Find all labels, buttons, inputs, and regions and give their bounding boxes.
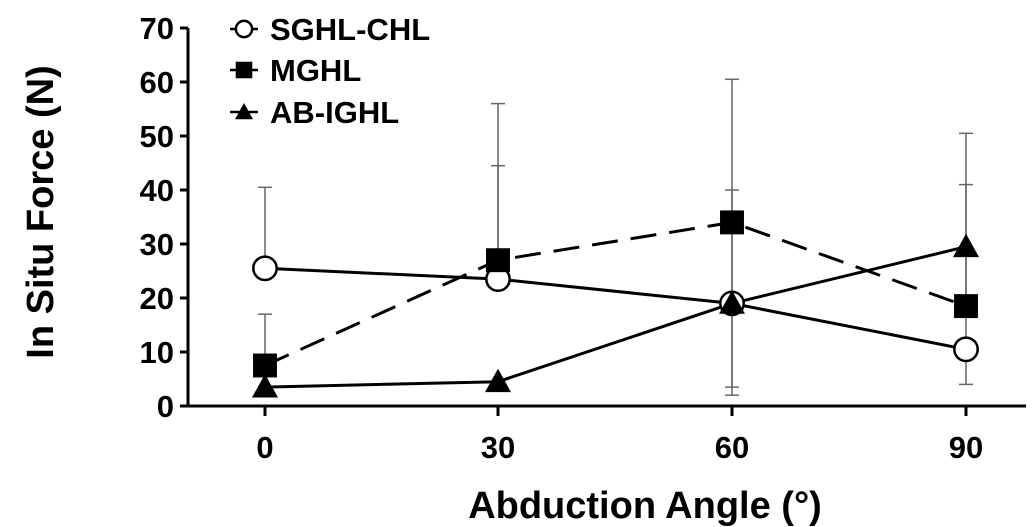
legend: SGHL-CHL MGHL AB-IGHL xyxy=(230,12,430,130)
x-tick-label: 60 xyxy=(715,430,749,465)
x-tick-label: 90 xyxy=(949,430,983,465)
legend-label-mghl: MGHL xyxy=(270,53,361,88)
marker-mghl xyxy=(486,248,510,272)
marker-ab-ighl xyxy=(485,369,511,392)
y-tick-label: 60 xyxy=(140,65,174,100)
legend-marker-mghl xyxy=(236,62,253,79)
y-tick-label: 30 xyxy=(140,227,174,262)
legend-entry-ab-ighl: AB-IGHL xyxy=(230,95,399,130)
y-tick-label: 10 xyxy=(140,335,174,370)
marker-mghl xyxy=(720,210,744,234)
legend-label-sghl-chl: SGHL-CHL xyxy=(270,12,430,47)
y-tick-label: 20 xyxy=(140,281,174,316)
x-tick-label: 0 xyxy=(256,430,273,465)
series-lines xyxy=(265,222,966,387)
y-tick-label: 40 xyxy=(140,173,174,208)
series-line-sghl-chl xyxy=(265,268,966,349)
marker-ab-ighl xyxy=(953,234,979,257)
marker-mghl xyxy=(253,354,277,378)
x-ticks: 0 30 60 90 xyxy=(256,406,983,465)
legend-entry-mghl: MGHL xyxy=(230,53,361,88)
legend-label-ab-ighl: AB-IGHL xyxy=(270,95,399,130)
series-line-mghl xyxy=(265,222,966,365)
y-tick-label: 70 xyxy=(140,11,174,46)
x-tick-label: 30 xyxy=(481,430,515,465)
legend-marker-sghl-chl xyxy=(236,21,252,37)
marker-sghl-chl xyxy=(954,338,977,361)
y-axis-title: In Situ Force (N) xyxy=(20,65,62,358)
y-ticks: 0 10 20 30 40 50 60 70 xyxy=(140,11,188,424)
series-markers xyxy=(252,210,979,397)
x-axis-title: Abduction Angle (°) xyxy=(468,485,822,527)
y-tick-label: 0 xyxy=(157,389,174,424)
marker-mghl xyxy=(954,294,978,318)
marker-sghl-chl xyxy=(253,257,276,280)
legend-entry-sghl-chl: SGHL-CHL xyxy=(230,12,430,47)
y-tick-label: 50 xyxy=(140,119,174,154)
